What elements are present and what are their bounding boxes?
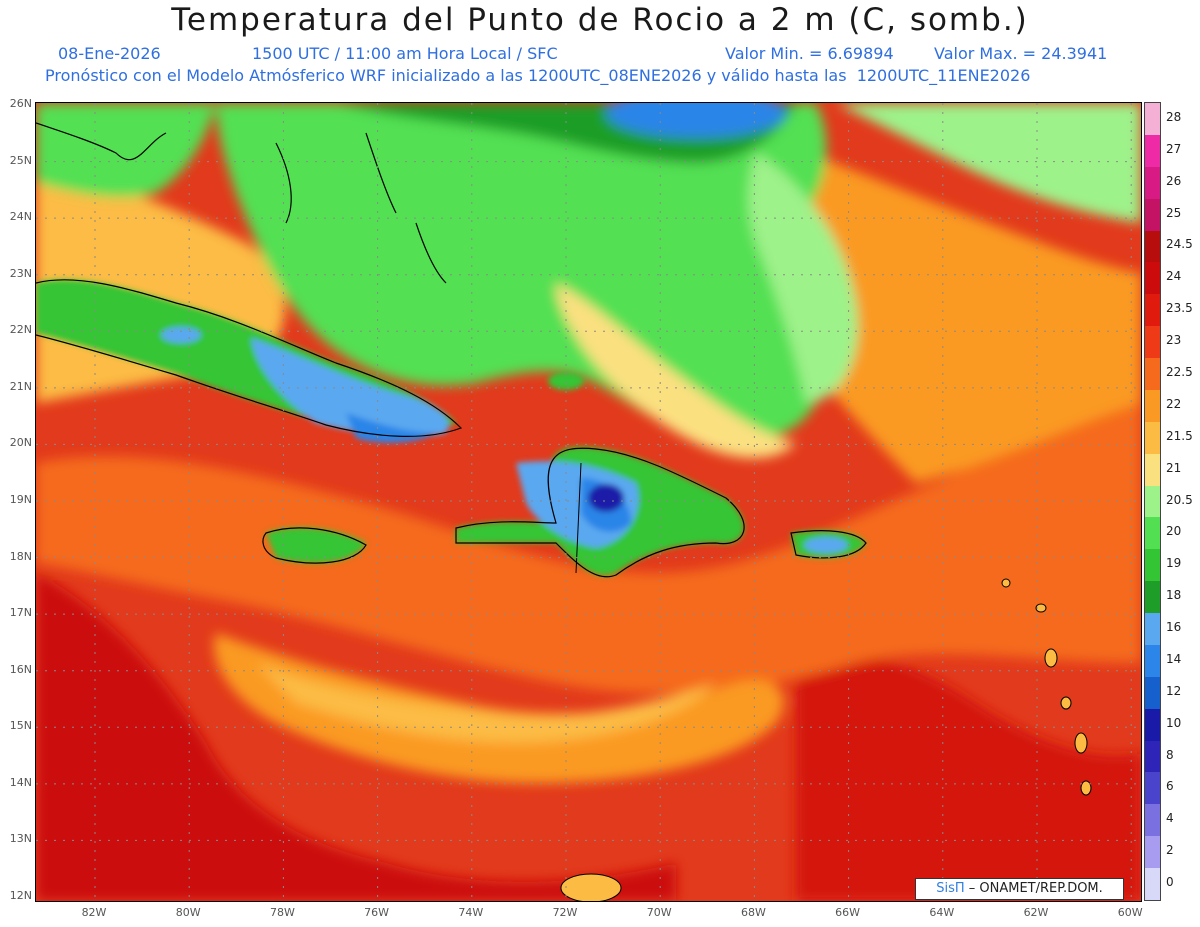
colorbar-label: 24 <box>1166 269 1182 284</box>
lon-label: 72W <box>552 906 578 919</box>
colorbar-label: 27 <box>1166 141 1182 156</box>
lat-label: 15N <box>9 719 32 733</box>
lon-label: 80W <box>175 906 201 919</box>
colorbar-segment <box>1145 549 1160 582</box>
lon-label: 82W <box>81 906 107 919</box>
lat-label: 12N <box>9 889 32 902</box>
colorbar-segment <box>1145 836 1160 869</box>
colorbar-label: 22 <box>1166 396 1182 411</box>
colorbar-segment <box>1145 358 1160 391</box>
colorbar-segment <box>1145 740 1160 773</box>
colorbar-segment <box>1145 389 1160 423</box>
time-label: 1500 UTC / 11:00 am Hora Local / SFC <box>252 44 558 63</box>
dewpoint-map[interactable] <box>35 102 1142 902</box>
colorbar-label: 20.5 <box>1166 492 1193 507</box>
lat-label: 14N <box>9 775 32 789</box>
min-value-label: Valor Min. = 6.69894 <box>725 44 894 63</box>
colorbar-label: 6 <box>1166 779 1174 794</box>
colorbar-segment <box>1145 262 1160 295</box>
colorbar-label: 12 <box>1166 683 1182 698</box>
colorbar-segment <box>1145 326 1160 359</box>
lon-label: 70W <box>646 906 672 919</box>
lat-label: 24N <box>9 210 32 224</box>
colorbar-segment <box>1145 453 1160 487</box>
colorbar-segment <box>1145 517 1160 550</box>
colorbar-segment <box>1145 868 1160 901</box>
dewpoint-field <box>36 103 1141 901</box>
lat-label: 18N <box>9 549 32 563</box>
colorbar-segment <box>1145 676 1160 710</box>
lat-label: 20N <box>9 436 32 450</box>
colorbar-label: 2 <box>1166 843 1174 858</box>
lon-label: 62W <box>1023 906 1049 919</box>
colorbar-label: 28 <box>1166 109 1182 124</box>
colorbar-segment <box>1145 230 1160 263</box>
colorbar-label: 8 <box>1166 747 1174 762</box>
colorbar-label: 20 <box>1166 524 1182 539</box>
lat-label: 17N <box>9 606 32 620</box>
max-value-label: Valor Max. = 24.3941 <box>934 44 1108 63</box>
lon-label: 68W <box>740 906 766 919</box>
credit-text: – ONAMET/REP.DOM. <box>968 881 1103 896</box>
lon-label: 76W <box>364 906 390 919</box>
colorbar-segment <box>1145 134 1160 168</box>
colorbar-segment <box>1145 485 1160 518</box>
colorbar-label: 4 <box>1166 811 1174 826</box>
credit-box: SisΠ – ONAMET/REP.DOM. <box>915 878 1124 900</box>
lat-label: 13N <box>9 832 32 846</box>
colorbar-label: 24.5 <box>1166 237 1193 252</box>
colorbar-segment <box>1145 644 1160 678</box>
colorbar-label: 25 <box>1166 205 1182 220</box>
colorbar-label: 22.5 <box>1166 364 1193 379</box>
colorbar-segment <box>1145 581 1160 614</box>
lon-label: 60W <box>1117 906 1143 919</box>
colorbar-segment <box>1145 804 1160 837</box>
colorbar-label: 21.5 <box>1166 428 1193 443</box>
colorbar-label: 18 <box>1166 588 1182 603</box>
lat-label: 21N <box>9 379 32 393</box>
colorbar-segment <box>1145 613 1160 646</box>
lat-label: 19N <box>9 493 32 506</box>
colorbar-label: 16 <box>1166 620 1182 635</box>
colorbar-segment <box>1145 166 1160 200</box>
lat-label: 25N <box>9 153 32 167</box>
lat-label: 16N <box>9 662 32 676</box>
lat-label: 22N <box>9 323 32 337</box>
colorbar-label: 10 <box>1166 715 1182 730</box>
colorbar-label: 23.5 <box>1166 301 1193 316</box>
lon-label: 74W <box>458 906 484 919</box>
sispi-logo: SisΠ <box>936 881 965 896</box>
colorbar-segment <box>1145 421 1160 455</box>
colorbar <box>1144 102 1161 901</box>
colorbar-segment <box>1145 198 1160 231</box>
lat-label: 23N <box>9 266 32 280</box>
map-title: Temperatura del Punto de Rocio a 2 m (C,… <box>171 2 1029 38</box>
colorbar-segment <box>1145 708 1160 742</box>
colorbar-segment <box>1145 294 1160 327</box>
colorbar-segment <box>1145 772 1160 805</box>
colorbar-label: 21 <box>1166 460 1182 475</box>
colorbar-label: 14 <box>1166 651 1182 666</box>
date-label: 08-Ene-2026 <box>58 44 161 63</box>
forecast-info: Pronóstico con el Modelo Atmósferico WRF… <box>45 66 1031 85</box>
lat-label: 26N <box>9 97 32 110</box>
colorbar-label: 26 <box>1166 173 1182 188</box>
colorbar-segment <box>1145 103 1160 136</box>
colorbar-label: 0 <box>1166 875 1174 890</box>
lon-label: 66W <box>835 906 861 919</box>
colorbar-label: 19 <box>1166 556 1182 571</box>
colorbar-label: 23 <box>1166 333 1182 348</box>
lon-label: 78W <box>269 906 295 919</box>
lon-label: 64W <box>929 906 955 919</box>
